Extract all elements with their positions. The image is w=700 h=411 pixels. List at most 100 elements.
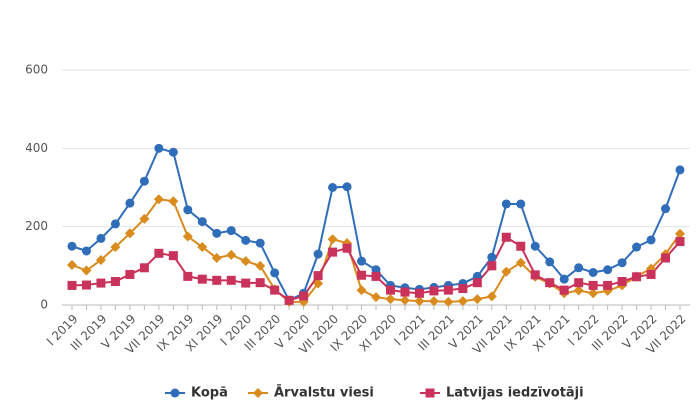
point — [313, 271, 323, 281]
point — [545, 257, 555, 267]
point — [253, 388, 263, 398]
point — [328, 183, 338, 192]
point — [429, 286, 439, 296]
point — [125, 269, 135, 279]
y-tick-label: 200 — [25, 219, 48, 233]
point — [443, 296, 454, 307]
point — [457, 296, 468, 307]
point — [197, 217, 207, 227]
point — [617, 258, 627, 268]
y-tick-label: 0 — [40, 298, 48, 312]
point — [588, 280, 598, 290]
point — [400, 287, 410, 297]
point — [110, 242, 121, 253]
point — [255, 278, 265, 288]
point — [170, 388, 180, 398]
point — [125, 198, 135, 208]
point — [516, 199, 526, 209]
point — [67, 241, 77, 251]
point — [313, 278, 324, 289]
point — [342, 182, 352, 192]
point — [545, 278, 555, 288]
point — [371, 292, 381, 303]
point — [385, 294, 396, 305]
point — [226, 226, 236, 236]
point — [661, 253, 671, 263]
point — [559, 274, 569, 284]
point — [356, 285, 367, 296]
point — [414, 296, 425, 307]
point — [472, 294, 483, 305]
point — [270, 268, 280, 278]
point — [168, 251, 178, 261]
point — [183, 205, 193, 215]
point — [573, 285, 584, 296]
point — [182, 231, 193, 242]
point — [501, 266, 512, 277]
point — [574, 278, 584, 288]
point — [588, 267, 598, 277]
point — [313, 249, 323, 259]
point — [425, 388, 435, 398]
y-tick-label: 600 — [25, 63, 48, 77]
point — [226, 249, 237, 260]
point — [139, 263, 149, 273]
point — [501, 232, 511, 242]
point — [226, 275, 236, 285]
point — [81, 265, 92, 276]
point — [342, 243, 352, 253]
point — [240, 256, 251, 267]
point — [168, 196, 179, 207]
point — [516, 241, 526, 251]
point — [211, 253, 222, 263]
point — [153, 194, 164, 205]
point — [588, 288, 599, 299]
point — [487, 261, 497, 271]
point — [299, 291, 309, 301]
point — [399, 295, 410, 306]
point — [139, 213, 150, 224]
point — [154, 143, 164, 153]
point — [632, 242, 642, 252]
point — [110, 219, 120, 229]
point — [357, 270, 367, 280]
point — [530, 241, 540, 251]
y-tick-label: 400 — [25, 141, 48, 155]
point — [270, 285, 280, 295]
point — [124, 228, 135, 239]
point — [472, 278, 482, 288]
point — [443, 285, 453, 295]
point — [632, 272, 642, 282]
point — [197, 274, 207, 284]
point — [255, 238, 265, 248]
point — [67, 280, 77, 290]
point — [255, 260, 266, 271]
point — [428, 296, 439, 307]
point — [414, 288, 424, 298]
legend-label: Ārvalstu viesi — [274, 386, 374, 401]
point — [559, 285, 569, 295]
point — [168, 147, 178, 157]
point — [646, 235, 656, 245]
legend-label: Latvijas iedzīvotāji — [446, 386, 584, 401]
point — [486, 291, 497, 302]
point — [603, 265, 613, 275]
point — [96, 278, 106, 288]
point — [197, 242, 208, 253]
point — [241, 235, 251, 245]
point — [81, 246, 91, 256]
point — [530, 270, 540, 280]
point — [154, 248, 164, 258]
point — [183, 271, 193, 281]
point — [617, 277, 627, 286]
point — [675, 237, 685, 247]
point — [212, 275, 222, 285]
point — [67, 260, 77, 271]
legend-label: Kopā — [191, 386, 228, 401]
point — [371, 271, 381, 281]
point — [675, 228, 685, 239]
point — [241, 278, 251, 288]
point — [487, 252, 497, 262]
point — [212, 228, 222, 238]
